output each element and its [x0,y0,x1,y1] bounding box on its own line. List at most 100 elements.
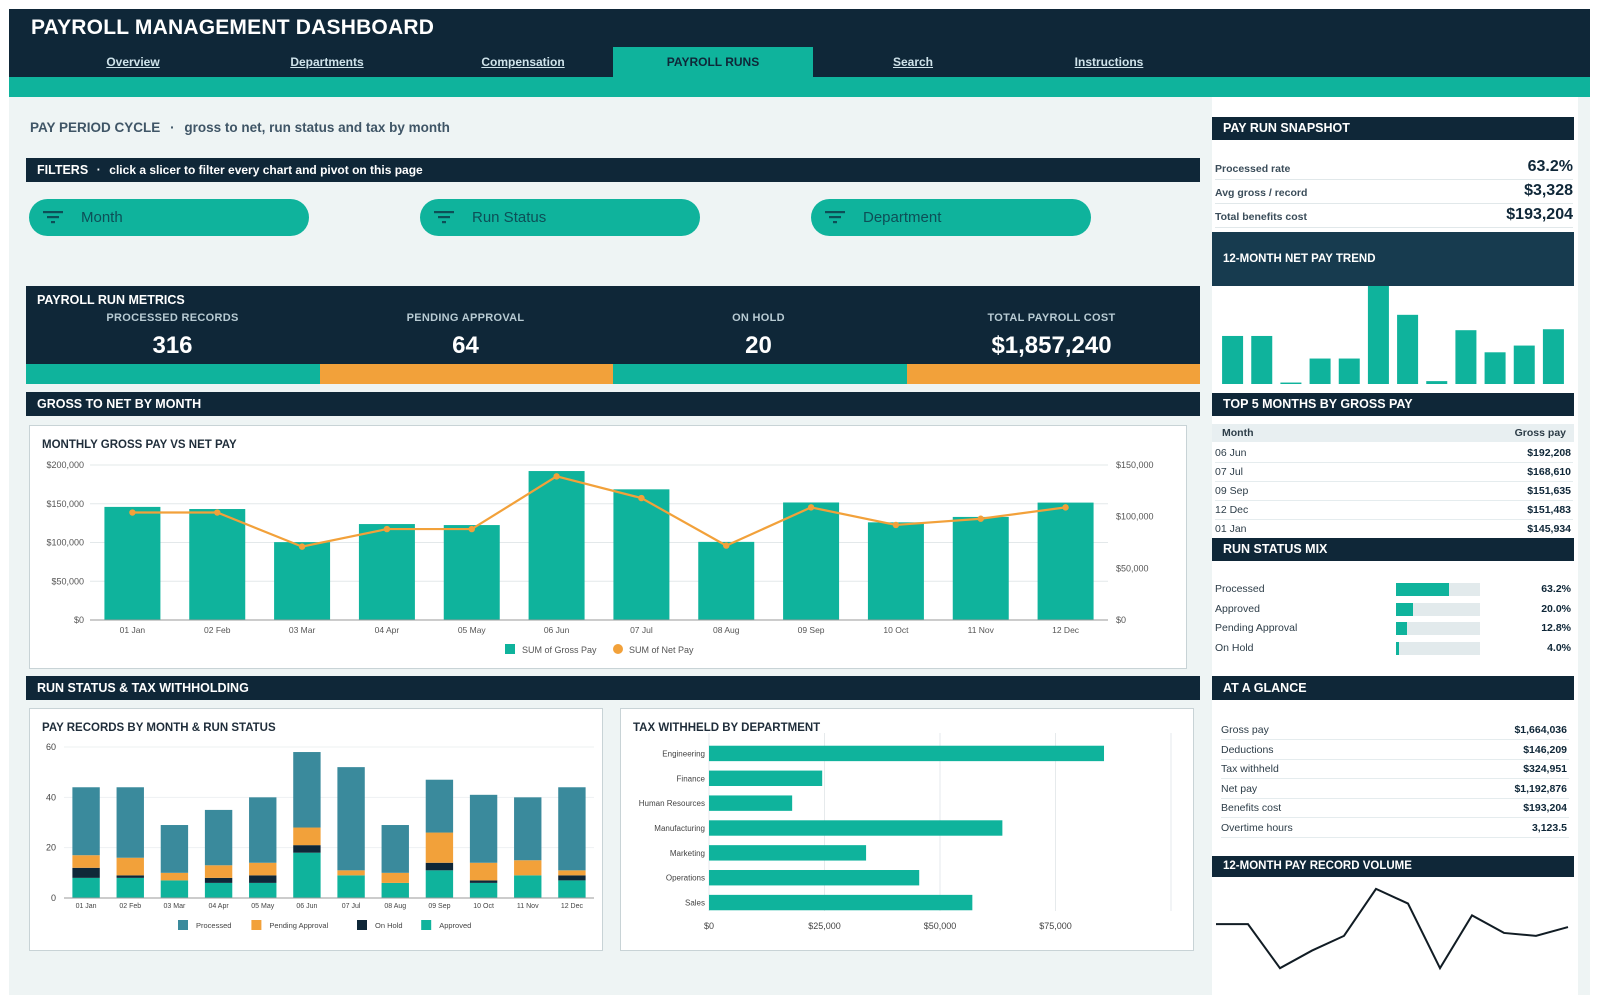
trend-bar [1542,329,1564,384]
gross-pay-bar [867,522,924,620]
slicer-run-status[interactable]: Run Status [420,199,700,236]
stacked-bar-segment [72,867,100,878]
top5-row: 07 Jul $168,610 [1215,462,1573,482]
legend-label: On Hold [375,921,403,930]
stacked-bar-segment [160,880,189,898]
mix-pct: 63.2% [1541,583,1571,595]
stacked-bar-segment [293,752,321,828]
net-pay-point [807,504,815,511]
x-tick-label: 12 Dec [561,903,584,910]
metric-value: 316 [152,332,193,359]
gross-pay-bar [528,471,585,620]
net-pay-point [723,542,730,549]
subtitle-separator: · [170,120,175,135]
stacked-bar-segment [469,880,498,883]
gross-net-chart: $200,000 $150,000 $100,000 $50,000 $0 $150,00… [46,460,1153,655]
kv-value: 63.2% [1527,158,1573,175]
mix-track [1396,583,1480,596]
x-tick-label: 08 Aug [384,903,406,910]
legend-swatch [251,920,262,930]
tab-departments[interactable]: Departments [290,55,364,69]
stacked-bar-segment [249,882,277,898]
filters-separator: · [96,163,101,177]
gross-net-chart-card: MONTHLY GROSS PAY VS NET PAY $200,000 $15… [29,425,1187,669]
x-tick-label: 11 Nov [968,625,995,635]
x-tick-label: 09 Sep [798,625,825,635]
glance-row: Net pay $1,192,876 [1221,779,1569,799]
x-tick-label: 06 Jun [544,625,570,635]
legend-swatch-net [613,644,623,654]
filters-header: FILTERS · click a slicer to filter every… [26,158,1200,182]
top5-row: 09 Sep $151,635 [1215,481,1573,501]
trend-bar [1455,330,1477,384]
y-tick-label: $150,000 [46,499,84,509]
pay-records-chart-card: PAY RECORDS BY MONTH & RUN STATUS 60 40 20… [29,708,603,951]
y-tick-label: 60 [46,742,56,752]
legend-label-net: SUM of Net Pay [629,645,694,655]
x-tick-label: $0 [704,921,714,931]
stacked-bar-segment [514,797,542,861]
gross-pay-bar [358,524,415,620]
x-tick-label: 08 Aug [713,625,740,635]
page-subtitle: PAY PERIOD CYCLE · gross to net, run sta… [30,120,450,135]
subtitle-main: PAY PERIOD CYCLE [30,120,161,135]
stacked-bar-segment [469,882,498,898]
metric-label: PENDING APPROVAL [406,312,525,324]
slicer-month[interactable]: Month [29,199,309,236]
glance-row: Overtime hours 3,123.5 [1221,818,1569,838]
tax-bar [709,745,1105,762]
x-tick-label: 02 Feb [119,903,141,910]
mix-track [1396,602,1480,616]
net-pay-point [892,521,900,529]
trend-bar [1309,358,1331,384]
stacked-bar-segment [72,855,100,868]
metric-value: 64 [452,332,479,359]
slicer-department[interactable]: Department [811,199,1091,236]
accent-band [9,77,1590,97]
snapshot-processed-rate: Processed rate 63.2% [1215,157,1573,180]
metric-accent-bar [319,364,613,384]
stacked-bar-segment [381,872,409,883]
stacked-bar-segment [160,825,189,873]
y-category-label: Operations [666,874,705,883]
mix-pct: 12.8% [1541,622,1571,634]
y-tick-label: 20 [46,843,56,853]
mix-pct: 4.0% [1547,641,1571,654]
y-category-label: Engineering [662,749,705,758]
tab-overview[interactable]: Overview [106,55,160,69]
gross-to-net-header: GROSS TO NET BY MONTH [26,392,1200,416]
tax-withheld-chart-card: TAX WITHHELD BY DEPARTMENT $0 $25,000 $50,… [620,708,1194,951]
y-tick-label: $0 [74,615,84,625]
gross-pay-bar [274,542,331,620]
filter-icon [434,211,454,224]
trend-bar [1426,381,1448,384]
tab-search[interactable]: Search [892,55,934,69]
gross-pay-bar [613,489,670,620]
metric-value: 20 [745,332,772,359]
tab-compensation[interactable]: Compensation [481,55,565,69]
net-pay-point [977,515,984,522]
mix-row-processed: Processed 63.2% [1215,580,1573,599]
metric-label: ON HOLD [732,312,785,324]
net-pay-point [468,525,475,533]
tab-instructions[interactable]: Instructions [1074,55,1144,69]
metric-value: $1,857,240 [991,332,1112,359]
stacked-bar-segment [558,875,586,881]
x-tick-label: $25,000 [808,921,841,931]
x-tick-label: $50,000 [924,921,957,931]
filter-icon [825,211,845,224]
tab-payroll-runs[interactable]: PAYROLL RUNS [613,47,813,77]
stacked-bar-segment [249,797,277,863]
tax-bar [709,820,1003,836]
kv-label: Avg gross / record [1215,187,1308,199]
glance-value: $1,664,036 [1514,724,1567,736]
y-tick-label: $100,000 [46,538,84,548]
gross-pay-bar [443,525,500,620]
x-tick-label: 04 Apr [208,903,229,910]
stacked-bar-segment [558,787,586,871]
x-tick-label: 10 Oct [473,903,494,910]
glance-value: $324,951 [1523,763,1567,775]
stacked-bar-segment [160,872,189,881]
stacked-bar-segment [558,880,586,898]
glance-label: Deductions [1221,743,1274,756]
